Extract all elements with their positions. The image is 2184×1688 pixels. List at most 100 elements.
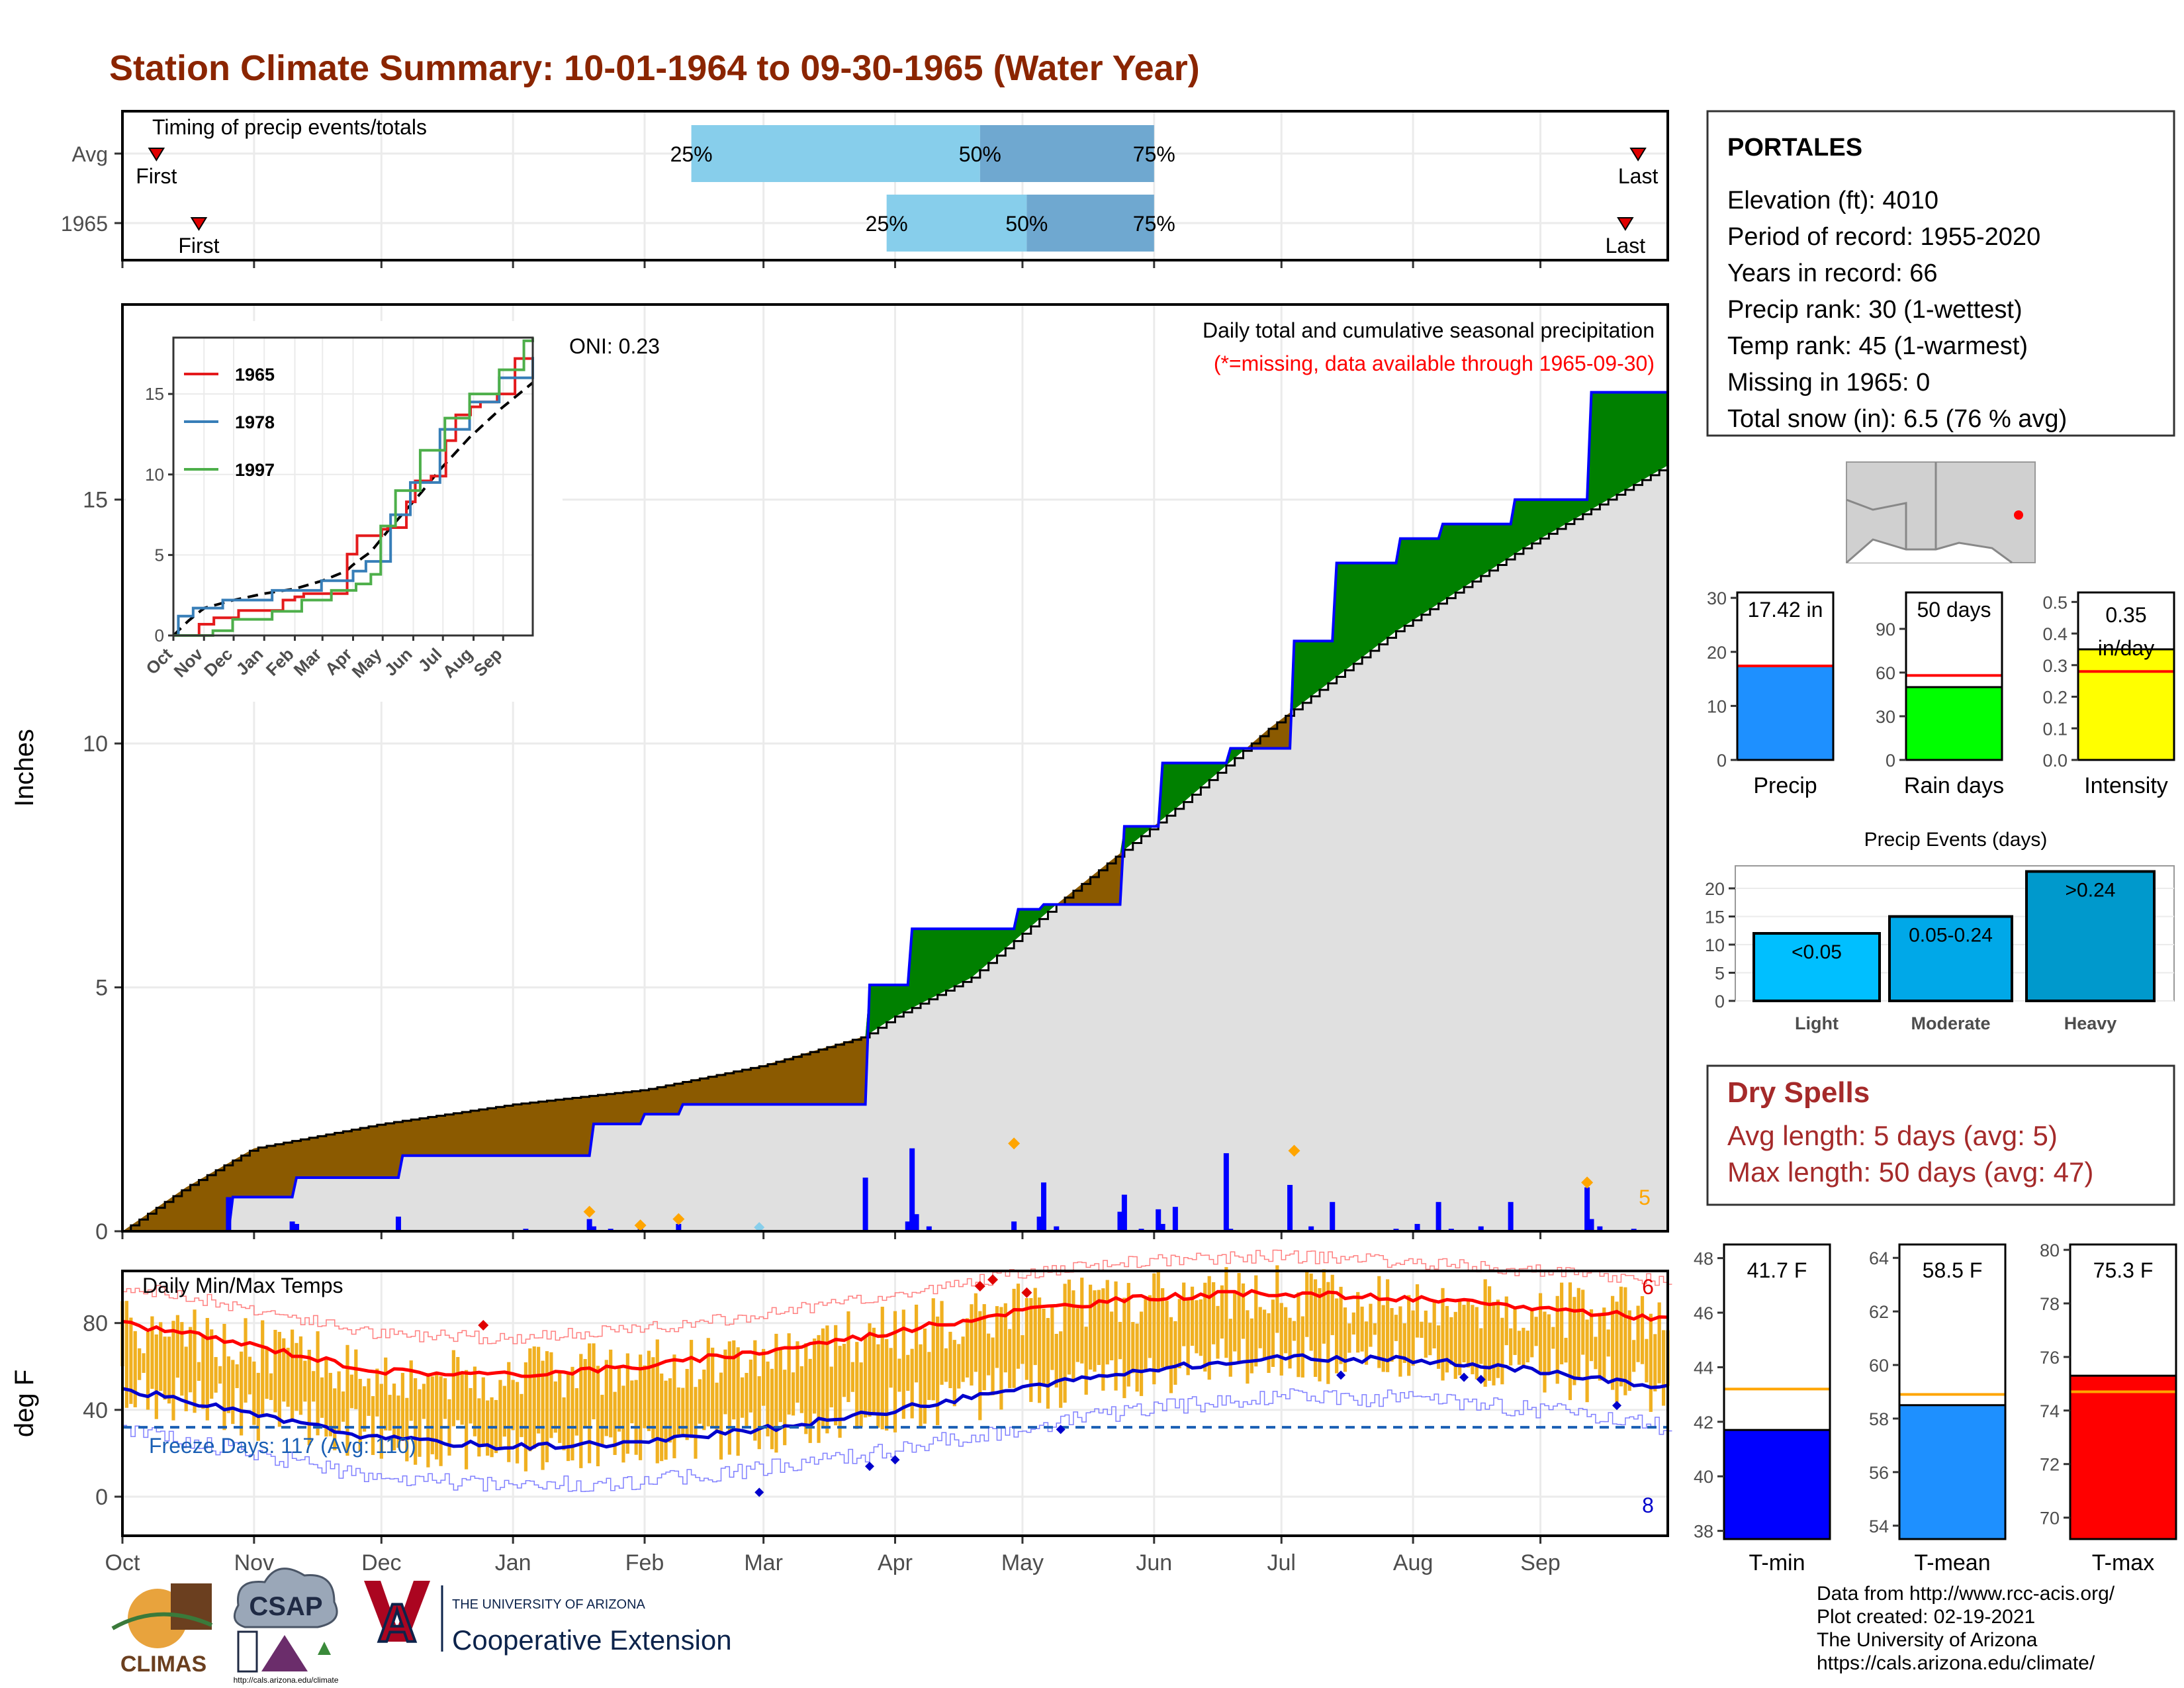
- csap-logo-bars: [237, 1630, 258, 1673]
- daily-temp-bar: [676, 1387, 680, 1436]
- daily-precip-bar: [289, 1221, 295, 1231]
- daily-temp-bar: [523, 1362, 528, 1472]
- daily-temp-bar: [277, 1332, 281, 1427]
- daily-temp-bar: [553, 1381, 557, 1433]
- daily-temp-bar: [303, 1360, 307, 1402]
- daily-temp-bar: [1343, 1307, 1347, 1372]
- csap-logo-text: CSAP: [249, 1592, 322, 1621]
- daily-precip-bar: [1508, 1201, 1514, 1231]
- daily-temp-bar: [1326, 1282, 1330, 1384]
- dry-spells-box: [1706, 1064, 2175, 1206]
- temp-bar-y-tick-label: 46: [1694, 1303, 1713, 1323]
- daily-temp-bar: [167, 1336, 171, 1404]
- summary-value-label: 17.42 in: [1748, 598, 1823, 622]
- daily-temp-bar: [991, 1337, 995, 1395]
- temp-bar-y-tick-label: 60: [1869, 1356, 1889, 1376]
- daily-temp-bar: [1084, 1327, 1088, 1395]
- daily-temp-bar: [545, 1351, 549, 1462]
- daily-temp-bar: [600, 1395, 604, 1447]
- daily-temp-bar: [1059, 1331, 1063, 1408]
- daily-temp-bar: [757, 1376, 761, 1450]
- record-low-marker: [1612, 1401, 1622, 1411]
- daily-temp-bar: [528, 1348, 532, 1452]
- daily-precip-bar: [1156, 1209, 1161, 1231]
- daily-temp-bar: [405, 1397, 409, 1462]
- events-y-tick-label: 10: [1705, 935, 1725, 955]
- daily-temp-bar: [630, 1380, 634, 1424]
- daily-temp-bar: [1483, 1279, 1487, 1387]
- daily-temp-bar: [1657, 1302, 1661, 1383]
- temp-panel-border: [121, 1270, 1669, 1537]
- daily-temp-bar: [1161, 1288, 1165, 1368]
- temp-bar-frame: [2069, 1243, 2177, 1540]
- daily-precip-bar: [1160, 1223, 1165, 1231]
- summary-value-label: 0.35: [2105, 603, 2146, 627]
- temp-bar-y-tick-label: 76: [2040, 1348, 2060, 1368]
- daily-temp-bar: [1466, 1300, 1471, 1368]
- footer-line-url: https://cals.arizona.edu/climate/: [1817, 1652, 2095, 1674]
- ua-logo-small-text: THE UNIVERSITY OF ARIZONA: [452, 1597, 646, 1612]
- record-high-marker: [1021, 1287, 1032, 1298]
- summary-bar-label: Intensity: [2084, 773, 2168, 798]
- events-y-tick-label: 20: [1705, 879, 1725, 899]
- daily-temp-bar: [184, 1346, 188, 1411]
- daily-temp-bar: [367, 1378, 371, 1416]
- daily-temp-bar: [345, 1344, 349, 1456]
- event-bar-value-label: >0.24: [2066, 880, 2116, 902]
- daily-temp-bar: [384, 1357, 388, 1430]
- daily-temp-bar: [1063, 1284, 1067, 1403]
- daily-temp-bar: [1267, 1313, 1271, 1374]
- daily-temp-bar: [1636, 1305, 1640, 1362]
- daily-temp-bar: [1364, 1321, 1369, 1365]
- daily-temp-bar: [1075, 1308, 1079, 1362]
- daily-temp-bar: [1428, 1323, 1432, 1356]
- daily-temp-bar: [189, 1327, 193, 1393]
- daily-temp-bar: [791, 1372, 796, 1416]
- daily-temp-bar: [850, 1362, 854, 1392]
- daily-temp-bar: [736, 1347, 740, 1456]
- daily-temp-bar: [422, 1383, 426, 1419]
- daily-temp-bar: [762, 1348, 766, 1406]
- daily-temp-bar: [307, 1350, 311, 1446]
- daily-temp-bar: [910, 1348, 914, 1419]
- oni-label: ONI: 0.23: [569, 334, 660, 358]
- daily-temp-bar: [460, 1372, 464, 1425]
- temp-panel-label: Daily Min/Max Temps: [142, 1274, 343, 1297]
- daily-temp-bar: [1241, 1283, 1246, 1339]
- daily-temp-bar: [1101, 1288, 1105, 1391]
- extreme-count-label: 5: [1639, 1186, 1651, 1209]
- daily-temp-bar: [541, 1360, 545, 1470]
- temp-bar-frame: [1723, 1243, 1831, 1540]
- daily-temp-bar: [414, 1378, 418, 1465]
- daily-temp-bar: [931, 1298, 935, 1401]
- daily-temp-bar: [876, 1344, 880, 1428]
- inset-legend-label: 1965: [235, 365, 275, 385]
- daily-temp-bar: [1445, 1305, 1449, 1373]
- daily-temp-bar: [698, 1379, 702, 1424]
- summary-value-label: 50 days: [1917, 598, 1991, 622]
- daily-temp-bar: [328, 1372, 332, 1436]
- daily-temp-bar: [817, 1335, 821, 1443]
- timing-box-lower: [886, 195, 1027, 252]
- daily-temp-bar: [375, 1368, 379, 1417]
- daily-temp-bar: [324, 1357, 328, 1437]
- daily-temp-bar: [1394, 1315, 1398, 1341]
- summary-y-tick-label: 30: [1876, 707, 1895, 727]
- daily-temp-bar: [226, 1356, 230, 1413]
- daily-temp-bar: [689, 1340, 694, 1438]
- daily-temp-bar: [1322, 1269, 1326, 1344]
- daily-temp-bar: [1551, 1327, 1555, 1349]
- daily-temp-bar: [1649, 1313, 1653, 1412]
- inset-y-tick-label: 0: [155, 626, 164, 645]
- daily-temp-bar: [1598, 1313, 1602, 1381]
- daily-temp-bar: [1615, 1301, 1619, 1403]
- extreme-precip-marker: [634, 1219, 647, 1232]
- daily-temp-bar: [685, 1369, 689, 1440]
- daily-temp-bar: [1398, 1306, 1402, 1377]
- temp-bar-label: T-mean: [1914, 1550, 1990, 1575]
- daily-temp-bar: [885, 1338, 889, 1431]
- daily-temp-bar: [770, 1368, 774, 1450]
- daily-temp-bar: [418, 1389, 422, 1457]
- daily-temp-bar: [150, 1316, 154, 1389]
- daily-temp-bar: [515, 1382, 520, 1464]
